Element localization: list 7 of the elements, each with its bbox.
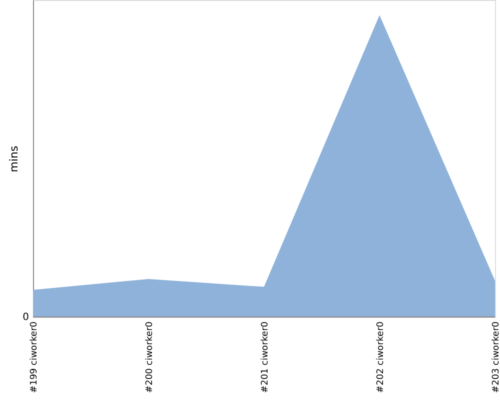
y-axis-title: mins [8,146,20,172]
x-tick-label: #200 ciworker0 [145,321,155,393]
x-tick-label: #202 ciworker0 [376,321,386,393]
x-tick-label: #199 ciworker0 [30,321,40,393]
x-tick-label: #201 ciworker0 [260,321,270,393]
text: 0 [22,312,29,323]
x-tick-label: #203 ciworker0 [492,321,500,393]
